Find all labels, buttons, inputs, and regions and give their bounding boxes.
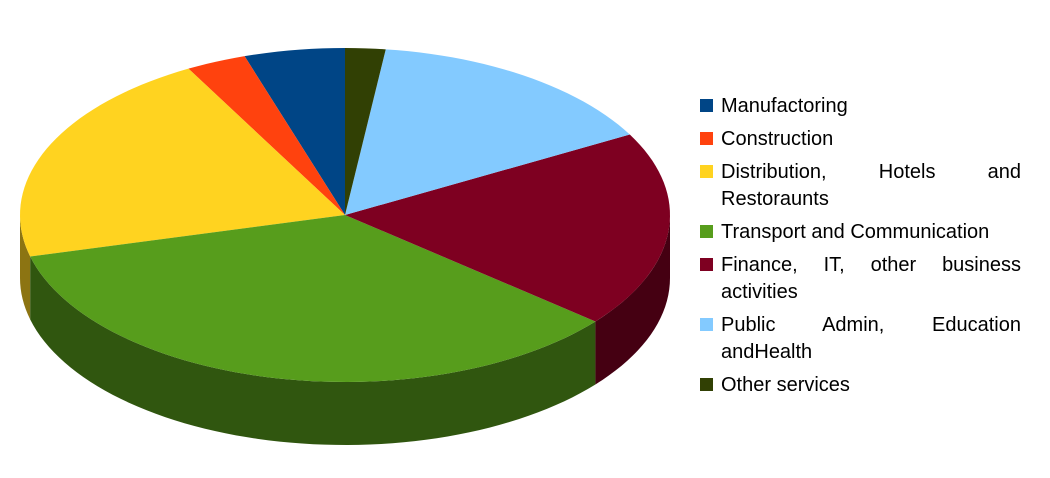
legend-swatch (700, 258, 713, 271)
legend-item: Distribution, Hotels and Restoraunts (700, 159, 1030, 213)
legend-item: Other services (700, 372, 1030, 399)
slice (345, 134, 670, 322)
sides (20, 215, 670, 445)
legend-swatch (700, 165, 713, 178)
legend-item: Transport and Communication (700, 219, 1030, 246)
tops (20, 48, 670, 382)
legend-label: Distribution, Hotels and Restoraunts (721, 161, 1021, 210)
legend-item: Construction (700, 126, 1030, 153)
legend-item: Finance, IT, other business activities (700, 252, 1030, 306)
slice-side (20, 215, 31, 320)
slice (188, 56, 345, 216)
legend: Manufactoring Construction Distribution, H… (700, 93, 1030, 405)
legend-label: Construction (721, 128, 834, 150)
legend-label: Public Admin, Education andHealth (721, 314, 1021, 363)
slice (345, 48, 386, 215)
legend-swatch (700, 132, 713, 145)
legend-label: Other services (721, 374, 850, 396)
slice (20, 68, 345, 257)
legend-label: Transport and Communication (721, 221, 990, 243)
slice-side (595, 215, 670, 385)
slice (244, 48, 345, 215)
legend-swatch (700, 99, 713, 112)
legend-swatch (700, 318, 713, 331)
legend-swatch (700, 225, 713, 238)
legend-swatch (700, 378, 713, 391)
legend-item: Public Admin, Education andHealth (700, 312, 1030, 366)
legend-item: Manufactoring (700, 93, 1030, 120)
slice (345, 49, 630, 215)
slice (30, 215, 596, 382)
legend-label: Manufactoring (721, 95, 848, 117)
legend-label: Finance, IT, other business activities (721, 254, 1021, 303)
slice-side (30, 256, 596, 445)
